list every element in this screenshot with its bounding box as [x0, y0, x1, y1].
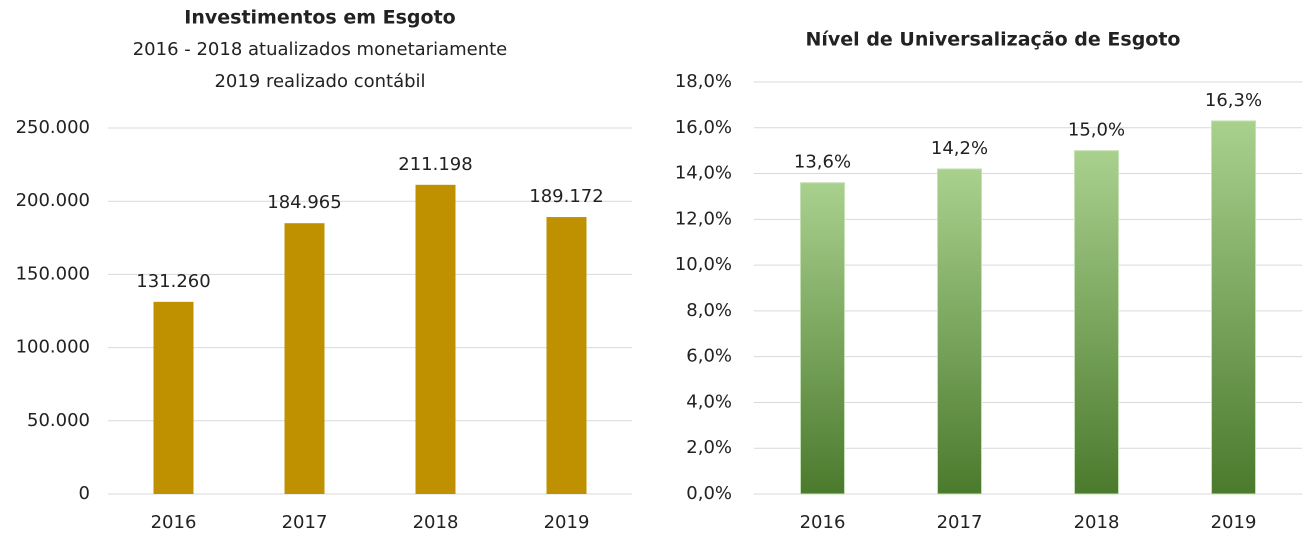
y-tick-label: 50.000 — [27, 410, 90, 431]
x-tick-label: 2017 — [282, 512, 328, 533]
bar — [937, 168, 982, 495]
bar — [284, 223, 325, 494]
x-tick-label: 2018 — [413, 512, 459, 533]
bar — [800, 182, 845, 495]
bar — [415, 184, 456, 494]
chart-title: Investimentos em Esgoto — [184, 7, 455, 29]
bar — [1074, 150, 1119, 495]
y-tick-label: 250.000 — [16, 117, 90, 138]
x-tick-label: 2016 — [151, 512, 197, 533]
y-tick-label: 2,0% — [686, 437, 732, 458]
x-tick-label: 2019 — [544, 512, 590, 533]
bar — [153, 301, 194, 494]
y-tick-label: 16,0% — [675, 117, 732, 138]
y-tick-label: 200.000 — [16, 190, 90, 211]
y-tick-label: 18,0% — [675, 71, 732, 92]
bar — [1211, 120, 1256, 495]
value-label: 16,3% — [1205, 90, 1262, 111]
value-label: 211.198 — [398, 154, 472, 175]
value-label: 131.260 — [136, 271, 210, 292]
value-label: 15,0% — [1068, 120, 1125, 141]
y-tick-label: 10,0% — [675, 254, 732, 275]
y-tick-label: 8,0% — [686, 300, 732, 321]
value-label: 184.965 — [267, 192, 341, 213]
y-tick-label: 0 — [79, 483, 90, 504]
x-tick-label: 2016 — [800, 512, 846, 533]
y-tick-label: 100.000 — [16, 337, 90, 358]
value-label: 189.172 — [529, 186, 603, 207]
bar — [546, 217, 587, 494]
y-tick-label: 12,0% — [675, 208, 732, 229]
y-tick-label: 0,0% — [686, 483, 732, 504]
chart-title: Nível de Universalização de Esgoto — [806, 29, 1181, 51]
chart-subtitle: 2016 - 2018 atualizados monetariamente — [133, 39, 508, 60]
chart-subtitle: 2019 realizado contábil — [214, 71, 425, 92]
x-tick-label: 2017 — [937, 512, 983, 533]
value-label: 13,6% — [794, 152, 851, 173]
y-tick-label: 6,0% — [686, 346, 732, 367]
y-tick-label: 14,0% — [675, 163, 732, 184]
x-tick-label: 2019 — [1211, 512, 1257, 533]
y-tick-label: 4,0% — [686, 391, 732, 412]
value-label: 14,2% — [931, 138, 988, 159]
x-tick-label: 2018 — [1074, 512, 1120, 533]
y-tick-label: 150.000 — [16, 263, 90, 284]
